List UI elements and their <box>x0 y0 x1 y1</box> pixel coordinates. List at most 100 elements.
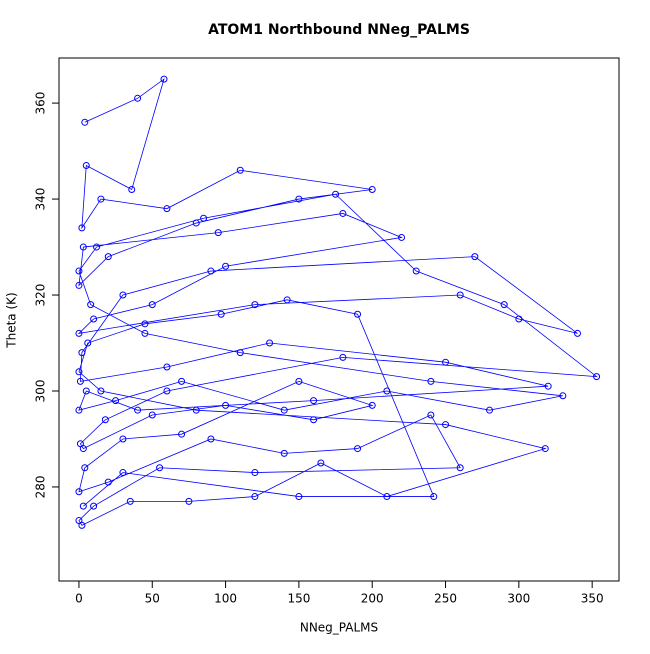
point <box>398 233 406 241</box>
point <box>236 166 244 174</box>
data-line <box>77 78 598 526</box>
point <box>368 401 376 409</box>
point <box>266 339 274 347</box>
point <box>93 243 101 251</box>
point <box>456 464 464 472</box>
point <box>430 493 438 501</box>
point <box>500 301 508 309</box>
point <box>160 75 168 83</box>
point <box>471 253 479 261</box>
y-tick-label: 280 <box>34 476 48 499</box>
point <box>354 445 362 453</box>
point <box>383 387 391 395</box>
x-tick-label: 300 <box>507 592 530 606</box>
point <box>97 195 105 203</box>
point <box>128 185 136 193</box>
point <box>101 416 109 424</box>
x-tick-label: 100 <box>214 592 237 606</box>
x-tick-label: 200 <box>361 592 384 606</box>
point <box>78 349 86 357</box>
point <box>126 497 134 505</box>
point <box>442 358 450 366</box>
point <box>148 411 156 419</box>
point <box>75 488 83 496</box>
point <box>79 243 87 251</box>
point <box>251 493 259 501</box>
point <box>515 315 523 323</box>
point <box>427 377 435 385</box>
point <box>75 368 83 376</box>
point <box>192 406 200 414</box>
point <box>317 459 325 467</box>
point <box>544 382 552 390</box>
point <box>119 469 127 477</box>
point <box>90 502 98 510</box>
point <box>192 219 200 227</box>
point <box>339 209 347 217</box>
point <box>178 377 186 385</box>
point <box>310 397 318 405</box>
point <box>368 185 376 193</box>
x-tick-label: 350 <box>581 592 604 606</box>
point <box>310 416 318 424</box>
point <box>156 464 164 472</box>
x-tick-label: 250 <box>434 592 457 606</box>
point <box>119 291 127 299</box>
point <box>163 387 171 395</box>
point <box>87 301 95 309</box>
point <box>79 502 87 510</box>
point <box>75 267 83 275</box>
point <box>104 478 112 486</box>
point <box>217 310 225 318</box>
point <box>486 406 494 414</box>
point <box>559 392 567 400</box>
point <box>78 521 86 529</box>
point <box>141 329 149 337</box>
point <box>593 373 601 381</box>
point <box>283 296 291 304</box>
point <box>207 435 215 443</box>
point <box>541 445 549 453</box>
point <box>84 339 92 347</box>
point <box>90 315 98 323</box>
point <box>78 224 86 232</box>
point <box>81 464 89 472</box>
point <box>574 329 582 337</box>
x-axis-label: NNeg_PALMS <box>300 621 378 635</box>
point <box>442 421 450 429</box>
y-tick-label: 360 <box>34 92 48 115</box>
point <box>104 253 112 261</box>
point <box>200 214 208 222</box>
point <box>251 469 259 477</box>
point <box>97 387 105 395</box>
point <box>178 430 186 438</box>
point <box>295 377 303 385</box>
point <box>280 449 288 457</box>
point <box>134 94 142 102</box>
point <box>82 387 90 395</box>
point <box>236 349 244 357</box>
point <box>427 411 435 419</box>
chart-title: ATOM1 Northbound NNeg_PALMS <box>208 22 470 38</box>
point <box>185 497 193 505</box>
point <box>295 493 303 501</box>
point <box>163 363 171 371</box>
point <box>222 401 230 409</box>
point <box>280 406 288 414</box>
point <box>339 353 347 361</box>
point <box>148 301 156 309</box>
point <box>75 406 83 414</box>
point <box>81 118 89 126</box>
point <box>134 406 142 414</box>
point <box>295 195 303 203</box>
point <box>141 320 149 328</box>
point <box>214 229 222 237</box>
point <box>207 267 215 275</box>
x-tick-label: 0 <box>75 592 83 606</box>
point <box>222 262 230 270</box>
point <box>75 281 83 289</box>
y-tick-label: 340 <box>34 188 48 211</box>
point <box>354 310 362 318</box>
